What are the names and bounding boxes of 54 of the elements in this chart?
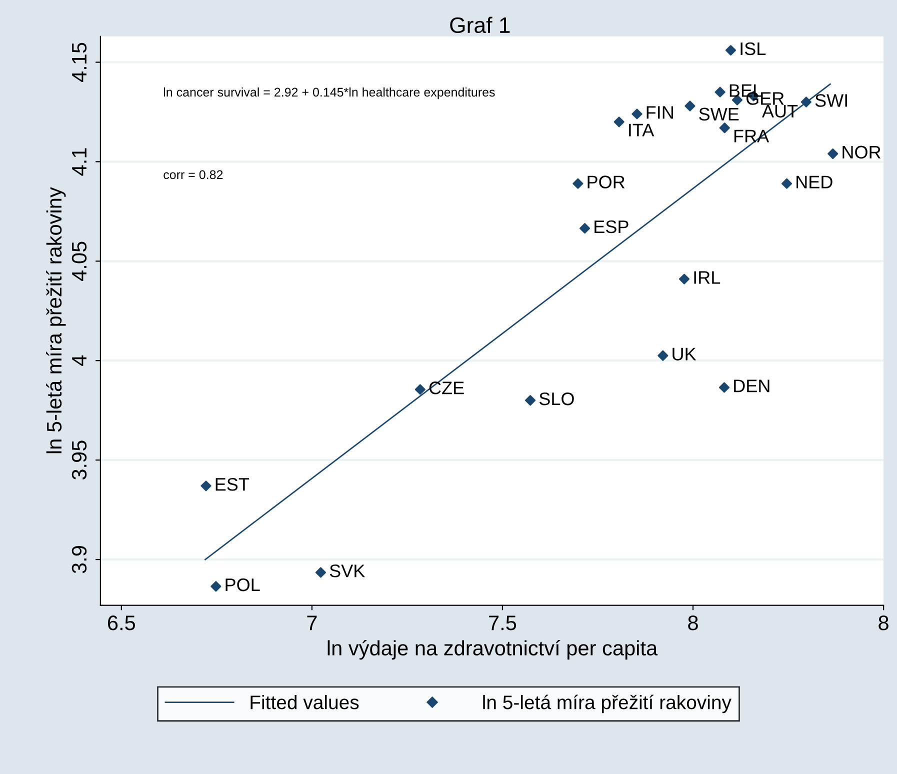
x-tick-label: 6.5: [108, 616, 136, 630]
y-tick-label: 4: [72, 355, 86, 366]
annotation: NED: [796, 176, 832, 188]
point: [725, 45, 736, 56]
annotation: CZE: [429, 382, 464, 394]
point: [579, 223, 590, 234]
point: [714, 86, 726, 98]
annotation: SVK: [330, 564, 365, 578]
point: [525, 395, 536, 406]
annotation: SLO: [539, 392, 574, 406]
y-axis-title: ln 5-letá míra přežití rakoviny: [46, 187, 66, 454]
legend-label: ln 5-letá míra přežití rakoviny: [483, 694, 732, 714]
point: [414, 384, 426, 395]
x-tick-label: 8: [688, 616, 698, 630]
annotation: POR: [588, 176, 625, 188]
point: [800, 96, 812, 108]
point: [200, 480, 212, 492]
annotation: ISL: [740, 42, 766, 56]
y-tick-label: 3.9: [72, 546, 87, 574]
annotation: ITA: [629, 124, 654, 136]
annotation: EST: [216, 478, 250, 491]
point: [828, 148, 838, 160]
x-tick-label: 7.5: [489, 616, 516, 630]
annotation: POL: [226, 578, 260, 592]
annotation: IRL: [694, 271, 720, 284]
point: [781, 178, 792, 189]
x-tick-label: 8: [878, 616, 888, 630]
point: [718, 382, 730, 393]
point: [210, 581, 222, 592]
annotation: SWI: [815, 94, 847, 107]
point: [658, 350, 668, 361]
annotation: DEN: [734, 380, 770, 392]
point: [315, 567, 326, 578]
annotation: SWE: [699, 108, 739, 121]
y-tick-label: 4.15: [72, 42, 87, 82]
annotation: ln cancer survival = 2.92 + 0.145*ln healthcare expenditures: [164, 87, 495, 100]
point: [572, 178, 584, 189]
x-axis-title: ln výdaje na zdravotnictví per capita: [328, 640, 658, 660]
x-tick-label: 7: [307, 616, 317, 630]
legend-label: Fitted values: [250, 694, 359, 710]
y-tick-label: 4.05: [72, 242, 87, 281]
annotation: FIN: [646, 106, 673, 119]
point: [678, 274, 690, 284]
chart-title: Graf 1: [450, 16, 510, 34]
point: [719, 122, 730, 134]
annotation: ESP: [594, 220, 628, 234]
y-tick-label: 4.1: [72, 148, 86, 176]
point: [684, 100, 696, 112]
point: [632, 108, 642, 120]
point: [614, 116, 624, 128]
annotation: corr = 0.82: [164, 170, 223, 180]
annotation: NOR: [842, 146, 880, 159]
y-tick-label: 3.95: [72, 440, 87, 480]
annotation: UK: [672, 348, 696, 360]
